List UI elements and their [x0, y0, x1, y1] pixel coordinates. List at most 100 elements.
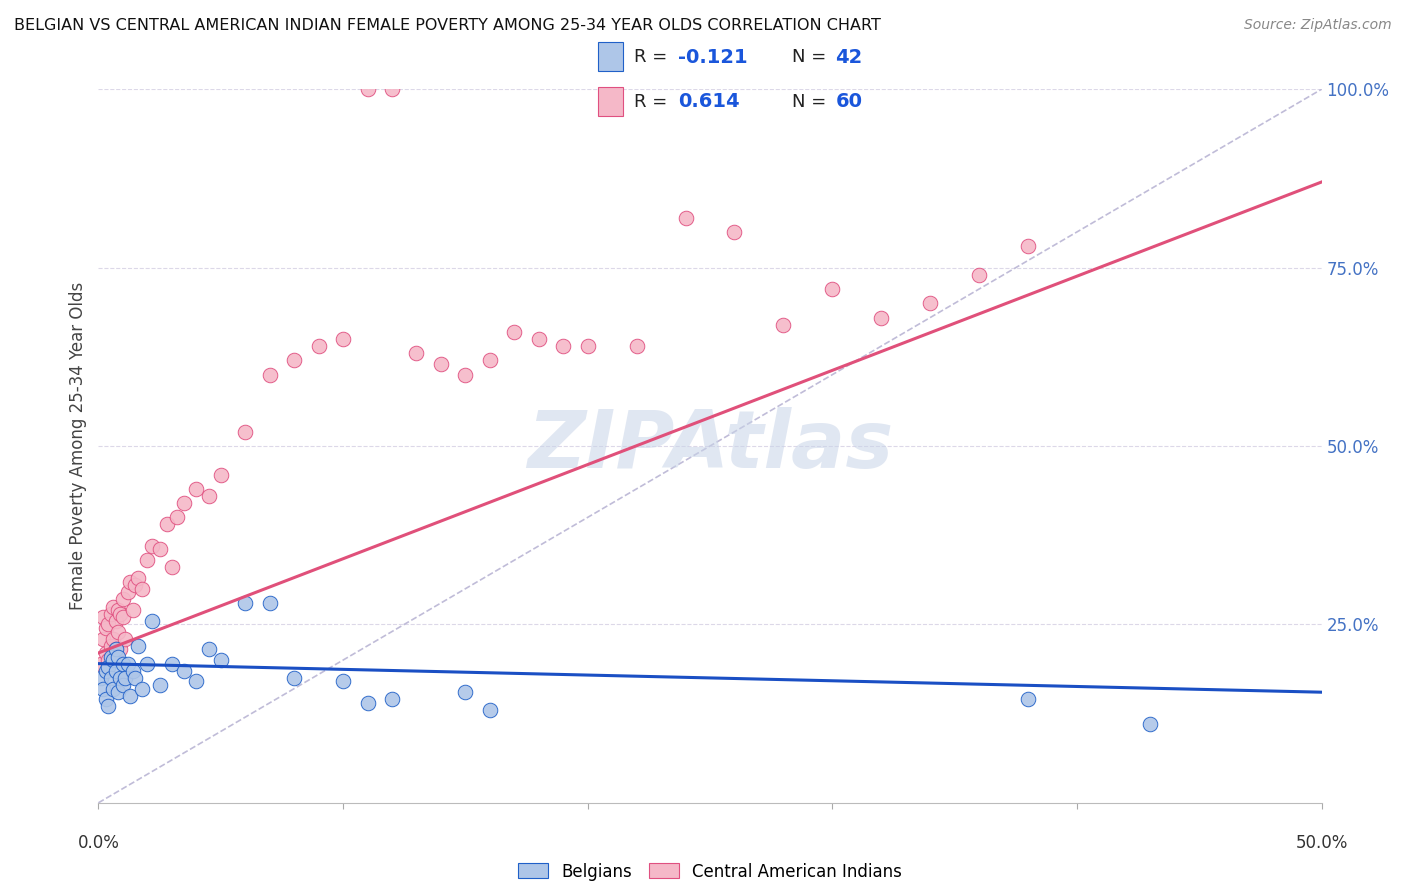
Text: 0.0%: 0.0%	[77, 834, 120, 852]
Point	[503, 325, 526, 339]
Text: N =: N =	[792, 48, 825, 66]
Point	[131, 582, 153, 596]
Point	[405, 346, 427, 360]
Point	[124, 671, 146, 685]
Y-axis label: Female Poverty Among 25-34 Year Olds: Female Poverty Among 25-34 Year Olds	[69, 282, 87, 610]
Point	[675, 211, 697, 225]
Point	[160, 560, 183, 574]
Point	[97, 617, 120, 632]
Point	[967, 268, 990, 282]
Point	[91, 632, 114, 646]
Point	[356, 82, 378, 96]
Point	[356, 696, 378, 710]
Point	[117, 657, 139, 671]
Text: BELGIAN VS CENTRAL AMERICAN INDIAN FEMALE POVERTY AMONG 25-34 YEAR OLDS CORRELAT: BELGIAN VS CENTRAL AMERICAN INDIAN FEMAL…	[14, 18, 882, 33]
Point	[110, 671, 132, 685]
Point	[149, 542, 172, 557]
Point	[114, 671, 136, 685]
Text: R =: R =	[634, 48, 668, 66]
Text: Source: ZipAtlas.com: Source: ZipAtlas.com	[1244, 18, 1392, 32]
Point	[478, 703, 501, 717]
Text: ZIPAtlas: ZIPAtlas	[527, 407, 893, 485]
Point	[197, 489, 219, 503]
Text: -0.121: -0.121	[678, 47, 748, 67]
Point	[576, 339, 599, 353]
Point	[107, 685, 129, 699]
Point	[454, 368, 477, 382]
Point	[117, 585, 139, 599]
Point	[478, 353, 501, 368]
Text: 50.0%: 50.0%	[1295, 834, 1348, 852]
Point	[97, 660, 120, 674]
Bar	[598, 87, 623, 116]
Point	[381, 82, 404, 96]
Point	[90, 671, 112, 685]
Point	[160, 657, 183, 671]
Point	[111, 657, 134, 671]
Point	[101, 599, 124, 614]
Point	[283, 671, 305, 685]
Point	[104, 642, 127, 657]
Point	[94, 692, 117, 706]
Point	[454, 685, 477, 699]
Point	[141, 539, 163, 553]
Point	[209, 467, 232, 482]
Point	[107, 624, 129, 639]
Point	[233, 596, 256, 610]
Point	[120, 574, 142, 589]
Point	[308, 339, 330, 353]
Point	[131, 681, 153, 696]
Point	[107, 649, 129, 664]
Point	[94, 664, 117, 678]
Point	[121, 603, 143, 617]
Point	[209, 653, 232, 667]
Text: 42: 42	[835, 47, 863, 67]
Point	[100, 607, 122, 621]
Text: N =: N =	[792, 93, 825, 111]
Point	[920, 296, 942, 310]
Point	[259, 596, 281, 610]
Point	[104, 614, 127, 628]
Point	[173, 664, 195, 678]
Point	[110, 642, 132, 657]
Point	[173, 496, 195, 510]
Text: R =: R =	[634, 93, 668, 111]
Point	[111, 610, 134, 624]
Point	[283, 353, 305, 368]
Point	[90, 657, 112, 671]
Point	[97, 699, 120, 714]
Point	[111, 678, 134, 692]
Point	[127, 639, 149, 653]
Point	[1017, 692, 1039, 706]
Point	[821, 282, 844, 296]
Point	[91, 610, 114, 624]
Text: 0.614: 0.614	[678, 92, 740, 112]
Point	[104, 664, 127, 678]
Point	[136, 553, 159, 567]
Point	[94, 646, 117, 660]
Point	[381, 692, 404, 706]
Point	[156, 517, 179, 532]
Bar	[598, 42, 623, 71]
Point	[136, 657, 159, 671]
Point	[186, 482, 208, 496]
Point	[186, 674, 208, 689]
Point	[430, 357, 453, 371]
Point	[101, 681, 124, 696]
Point	[100, 671, 122, 685]
Point	[111, 592, 134, 607]
Point	[332, 332, 354, 346]
Point	[141, 614, 163, 628]
Point	[97, 653, 120, 667]
Point	[101, 632, 124, 646]
Point	[91, 681, 114, 696]
Point	[626, 339, 648, 353]
Point	[149, 678, 172, 692]
Point	[107, 603, 129, 617]
Point	[1017, 239, 1039, 253]
Point	[527, 332, 550, 346]
Point	[166, 510, 188, 524]
Point	[870, 310, 893, 325]
Legend: Belgians, Central American Indians: Belgians, Central American Indians	[512, 856, 908, 888]
Point	[772, 318, 794, 332]
